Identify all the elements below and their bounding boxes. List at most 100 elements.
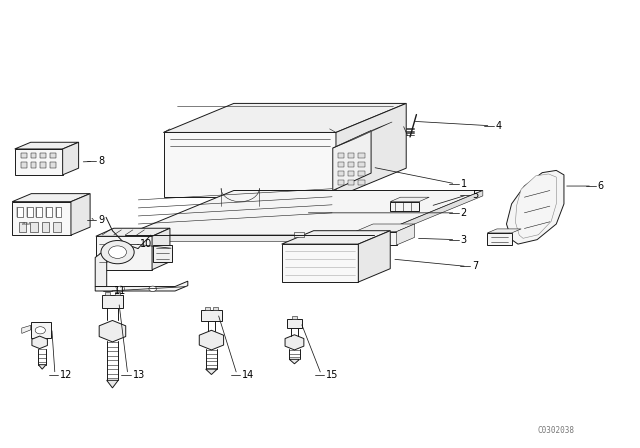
Bar: [50, 162, 56, 168]
Bar: [154, 245, 173, 262]
Bar: [348, 171, 355, 176]
Bar: [31, 162, 36, 168]
Text: 4: 4: [495, 121, 502, 131]
Polygon shape: [107, 380, 118, 388]
Bar: [56, 207, 61, 217]
Polygon shape: [282, 244, 358, 282]
Polygon shape: [201, 310, 221, 321]
Text: ΑΑΑΑ: ΑΑΑΑ: [22, 222, 31, 226]
Polygon shape: [95, 252, 115, 287]
Text: 14: 14: [242, 370, 254, 379]
Bar: [338, 171, 344, 176]
Bar: [348, 162, 355, 167]
Polygon shape: [96, 228, 170, 236]
Bar: [338, 162, 344, 167]
Polygon shape: [105, 293, 110, 296]
Bar: [46, 207, 52, 217]
Polygon shape: [99, 320, 125, 342]
Bar: [338, 153, 344, 158]
Polygon shape: [96, 236, 152, 270]
Bar: [50, 152, 56, 158]
Polygon shape: [115, 293, 120, 296]
Polygon shape: [125, 235, 374, 241]
Circle shape: [35, 327, 45, 334]
Polygon shape: [38, 365, 46, 369]
Text: 10: 10: [140, 239, 152, 249]
Bar: [294, 232, 304, 237]
Circle shape: [149, 286, 157, 292]
Bar: [53, 222, 61, 232]
Polygon shape: [355, 232, 397, 245]
Polygon shape: [95, 281, 188, 291]
Polygon shape: [15, 142, 79, 149]
Polygon shape: [15, 149, 63, 175]
Bar: [31, 152, 36, 158]
Text: 9: 9: [99, 215, 104, 224]
Polygon shape: [102, 296, 123, 307]
Polygon shape: [287, 319, 302, 328]
Bar: [40, 162, 46, 168]
Polygon shape: [515, 174, 556, 238]
Polygon shape: [205, 369, 217, 375]
Bar: [348, 180, 355, 185]
Polygon shape: [63, 142, 79, 175]
Bar: [338, 180, 344, 185]
Polygon shape: [358, 231, 390, 282]
Text: 6: 6: [598, 181, 604, 191]
Bar: [19, 222, 26, 232]
Bar: [348, 153, 355, 158]
Polygon shape: [374, 190, 483, 241]
Polygon shape: [199, 330, 223, 350]
Polygon shape: [31, 322, 51, 338]
Bar: [40, 152, 46, 158]
Polygon shape: [22, 325, 31, 333]
Text: 1: 1: [461, 179, 467, 189]
Text: 3: 3: [461, 235, 467, 245]
Bar: [21, 162, 27, 168]
Polygon shape: [397, 224, 415, 245]
Circle shape: [109, 246, 127, 258]
Bar: [36, 207, 42, 217]
Polygon shape: [292, 316, 297, 319]
Bar: [42, 222, 49, 232]
Bar: [358, 171, 365, 176]
Text: C0302038: C0302038: [538, 426, 575, 435]
Text: 15: 15: [326, 370, 339, 379]
Circle shape: [101, 241, 134, 264]
Polygon shape: [506, 170, 564, 244]
Text: 13: 13: [133, 370, 145, 379]
Polygon shape: [164, 103, 406, 133]
Polygon shape: [12, 202, 71, 235]
Polygon shape: [333, 131, 371, 190]
Bar: [358, 180, 365, 185]
Circle shape: [117, 286, 125, 292]
Polygon shape: [32, 336, 47, 349]
Polygon shape: [390, 197, 429, 202]
Polygon shape: [336, 103, 406, 197]
Polygon shape: [333, 122, 392, 148]
Bar: [358, 153, 365, 158]
Bar: [17, 207, 23, 217]
Polygon shape: [355, 224, 415, 232]
Text: 2: 2: [461, 208, 467, 218]
Polygon shape: [164, 133, 336, 197]
Bar: [21, 152, 27, 158]
Polygon shape: [282, 231, 390, 244]
Polygon shape: [205, 306, 210, 310]
Bar: [358, 162, 365, 167]
Text: 11: 11: [115, 286, 127, 296]
Text: 12: 12: [60, 370, 72, 379]
Text: 7: 7: [472, 262, 478, 271]
Bar: [27, 207, 33, 217]
Text: 5: 5: [472, 190, 478, 200]
Bar: [30, 222, 38, 232]
Polygon shape: [285, 335, 304, 350]
Polygon shape: [125, 190, 483, 235]
Polygon shape: [289, 359, 300, 364]
Polygon shape: [487, 229, 521, 233]
Polygon shape: [212, 306, 218, 310]
Text: 8: 8: [99, 156, 104, 167]
Polygon shape: [12, 194, 90, 202]
Polygon shape: [487, 233, 511, 246]
Polygon shape: [390, 202, 419, 211]
